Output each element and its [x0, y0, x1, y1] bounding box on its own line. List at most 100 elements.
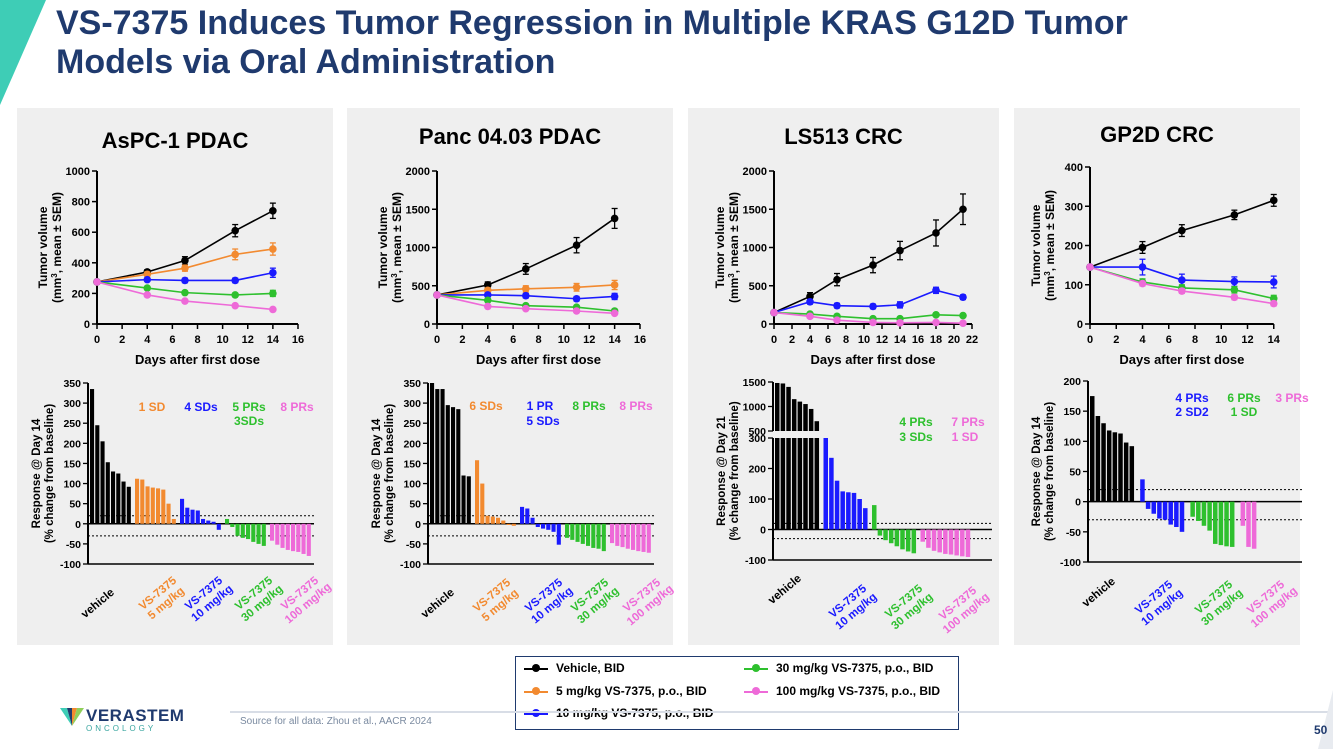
response-annotation: 1 PR	[527, 399, 554, 413]
y-tick-label: 100	[1065, 280, 1083, 292]
y-tick-label: 1000	[743, 243, 767, 255]
line-chart: 0 500 1000 1500 2000 0 2 4 6 8 10 12 14 16 Days after …	[376, 166, 646, 367]
group-label-d100: VS-7375100 mg/kg	[275, 571, 334, 626]
legend-marker	[752, 687, 760, 695]
bar-upper	[814, 421, 820, 431]
panel-title: AsPC-1 PDAC	[101, 128, 249, 153]
y-tick-label: 100	[748, 494, 766, 506]
group-label-d10: VS-737510 mg/kg	[1131, 577, 1185, 628]
bar	[251, 523, 256, 542]
x-axis-label: Days after first dose	[1119, 352, 1244, 367]
bar	[580, 523, 585, 544]
response-annotation: 8 PRs	[572, 399, 606, 413]
verastem-logo-icon	[60, 708, 84, 726]
slide-title: VS-7375 Induces Tumor Regression in Mult…	[56, 4, 1296, 82]
bar	[846, 492, 851, 530]
bar	[920, 529, 925, 542]
y-tick-label: 200	[1065, 241, 1083, 253]
group-label-d10: VS-737510 mg/kg	[181, 573, 235, 624]
x-tick-label: 10	[217, 334, 229, 346]
data-point	[483, 281, 492, 289]
brand-subtitle: ONCOLOGY	[86, 724, 157, 733]
x-tick-label: 2	[119, 334, 125, 346]
y-tick-label: 150	[403, 458, 421, 470]
bar	[291, 523, 296, 552]
bar	[1240, 501, 1246, 526]
bar	[1095, 415, 1101, 502]
legend-marker	[532, 687, 540, 695]
panel-title: LS513 CRC	[784, 124, 903, 149]
y-tick-label: 200	[403, 438, 421, 450]
bar-upper	[775, 382, 780, 431]
series-line	[773, 208, 964, 314]
accent-shape	[0, 0, 46, 105]
bar-group-d100	[1240, 501, 1257, 549]
x-tick-label: 4	[807, 334, 814, 346]
bar-group-d10	[1140, 479, 1185, 532]
y-axis-label-sup: 3	[1043, 271, 1052, 276]
bar	[641, 523, 646, 552]
y-tick-label: 1000	[406, 243, 430, 255]
x-tick-label: 8	[1192, 334, 1198, 346]
response-annotation: 3 PRs	[1275, 391, 1309, 405]
bar	[931, 529, 937, 551]
y-axis-label-line-1: Response @ Day 21	[716, 416, 728, 526]
bar	[306, 523, 311, 556]
bar	[216, 523, 221, 530]
bar	[461, 475, 466, 524]
x-tick-label: 0	[94, 334, 100, 346]
data-point	[869, 318, 877, 327]
bar	[235, 523, 240, 536]
group-label-d30: VS-737530 mg/kg	[567, 575, 621, 626]
group-label-d100: VS-7375100 mg/kg	[617, 573, 676, 628]
bar	[1201, 501, 1207, 526]
waterfall-chart: -100 -50 0 50 100 150 200 Response @ Day 14(% c…	[1031, 376, 1309, 630]
bar	[596, 523, 601, 549]
data-point	[1138, 243, 1147, 252]
response-annotation: 4 PRs	[1175, 391, 1209, 405]
bar	[565, 523, 570, 538]
bar	[435, 389, 440, 524]
bar	[261, 523, 266, 546]
x-axis-label: Days after first dose	[476, 352, 601, 367]
bar	[905, 529, 911, 552]
y-axis-label-line-2-end: , mean ± SEM)	[727, 192, 741, 273]
group-label-d10: VS-737510 mg/kg	[825, 581, 879, 632]
bar-upper	[791, 399, 797, 431]
bar	[451, 407, 456, 524]
x-axis-label: Days after first dose	[811, 352, 936, 367]
data-point	[1178, 276, 1186, 284]
x-tick-label: 6	[169, 334, 175, 346]
data-point	[181, 256, 189, 265]
legend-label: 100 mg/kg VS-7375, p.o., BID	[776, 684, 941, 698]
y-tick-label: -100	[60, 559, 81, 571]
bar	[1174, 501, 1179, 528]
panel-gp2d: GP2D CRC	[1014, 108, 1300, 645]
bar	[814, 438, 820, 530]
data-point	[143, 275, 152, 284]
data-point	[483, 302, 492, 311]
bar	[480, 483, 485, 524]
series-d100	[770, 308, 967, 328]
response-annotation: 4 SDs	[184, 400, 218, 414]
bar	[1140, 479, 1145, 502]
data-point	[770, 308, 778, 317]
data-point	[522, 265, 530, 273]
y-tick-label: 0	[761, 319, 767, 331]
bar	[840, 491, 845, 530]
bar	[791, 438, 797, 530]
y-axis-label: Response @ Day 14(% change from baseline…	[371, 404, 396, 543]
x-tick-label: 20	[948, 334, 960, 346]
bar	[525, 508, 530, 524]
y-axis-label-line-1: Response @ Day 14	[371, 418, 383, 528]
group-label-vehicle: vehicle	[419, 587, 457, 621]
response-annotation: 8 PRs	[280, 400, 314, 414]
bar	[156, 488, 161, 524]
data-point	[869, 261, 877, 269]
data-point	[1230, 277, 1239, 286]
series-line	[436, 217, 616, 296]
data-point	[806, 312, 814, 321]
y-axis-label-line-2: (% change from baseline)	[384, 404, 396, 543]
bar	[496, 517, 501, 524]
y-axis-label-line-1: Tumor volume	[376, 206, 390, 288]
